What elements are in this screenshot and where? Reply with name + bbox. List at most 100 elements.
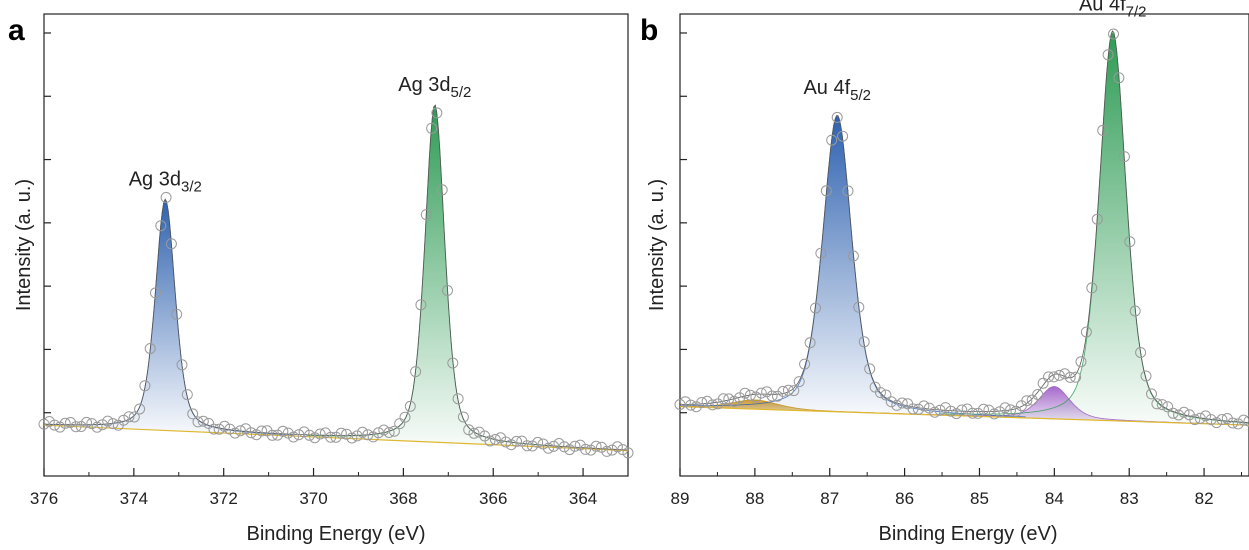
data-point bbox=[611, 441, 623, 453]
data-point bbox=[144, 343, 156, 354]
data-point bbox=[875, 387, 886, 399]
envelope-line bbox=[43, 104, 629, 451]
data-point bbox=[150, 287, 161, 299]
data-point bbox=[815, 247, 827, 259]
ticks-b: 89 88 87 86 85 84 83 82 bbox=[671, 32, 1243, 508]
x-axis-label-b: Binding Energy (eV) bbox=[879, 523, 1058, 545]
data-point bbox=[999, 402, 1011, 414]
data-point bbox=[1151, 398, 1163, 410]
data-point bbox=[1113, 72, 1125, 84]
data-point bbox=[388, 425, 400, 437]
data-point bbox=[842, 185, 854, 197]
data-point bbox=[1080, 326, 1092, 338]
peak-fill bbox=[306, 105, 564, 448]
peak-label-main: Au 4f bbox=[1079, 0, 1126, 16]
data-point bbox=[171, 308, 183, 320]
data-point bbox=[617, 444, 629, 456]
data-point bbox=[601, 445, 613, 457]
data-point bbox=[1178, 406, 1190, 418]
data-point bbox=[1102, 49, 1114, 61]
fit-lines-a bbox=[43, 104, 629, 452]
data-point bbox=[208, 423, 220, 435]
x-tick-label: 366 bbox=[479, 489, 507, 508]
data-point bbox=[298, 426, 310, 438]
data-point bbox=[489, 434, 501, 445]
data-point bbox=[107, 418, 119, 430]
data-point bbox=[304, 429, 315, 441]
data-point bbox=[457, 411, 469, 423]
data-point bbox=[701, 395, 713, 407]
x-tick-label: 89 bbox=[671, 489, 690, 508]
data-point bbox=[373, 427, 384, 439]
data-point bbox=[826, 134, 838, 146]
x-tick-label: 374 bbox=[120, 489, 148, 508]
data-point bbox=[696, 397, 708, 408]
data-point bbox=[234, 425, 246, 437]
y-axis-label-a: Intensity (a. u.) bbox=[13, 179, 35, 311]
peak-label-main: Ag 3d bbox=[398, 74, 450, 96]
data-point bbox=[685, 399, 697, 411]
peak-fill bbox=[680, 116, 1026, 418]
data-point bbox=[1026, 394, 1038, 406]
data-point bbox=[945, 405, 957, 417]
data-point bbox=[346, 432, 358, 444]
data-point bbox=[1097, 124, 1109, 136]
panel-a: a 376 374 372 370 368 366 364 Ag 3d3/2Ag 3d5/2… bbox=[8, 13, 634, 545]
data-point bbox=[410, 366, 422, 378]
data-point bbox=[739, 387, 751, 399]
data-point bbox=[1108, 28, 1119, 40]
data-point bbox=[542, 442, 554, 454]
data-point bbox=[1032, 389, 1044, 400]
data-point bbox=[755, 387, 767, 399]
data-point bbox=[804, 337, 816, 349]
data-point bbox=[1091, 213, 1103, 225]
data-point bbox=[1075, 356, 1087, 368]
data-point bbox=[1211, 417, 1222, 429]
data-point bbox=[907, 403, 919, 415]
data-point bbox=[219, 420, 230, 432]
peak-label-main: Ag 3d bbox=[129, 168, 181, 190]
data-point bbox=[139, 380, 151, 392]
peak-label: Au 4f5/2 bbox=[803, 77, 871, 104]
data-point bbox=[404, 400, 416, 412]
data-point bbox=[81, 416, 92, 428]
data-point bbox=[256, 425, 268, 437]
data-point bbox=[978, 403, 989, 415]
data-point bbox=[187, 408, 199, 420]
x-tick-label: 85 bbox=[970, 489, 989, 508]
data-point bbox=[70, 421, 82, 433]
data-point bbox=[1053, 369, 1065, 381]
data-point bbox=[782, 384, 794, 396]
data-point bbox=[918, 400, 930, 412]
data-point bbox=[1043, 371, 1054, 383]
data-point bbox=[553, 438, 565, 449]
data-point bbox=[325, 431, 337, 443]
data-point bbox=[1135, 347, 1147, 358]
data-point bbox=[155, 220, 167, 232]
peak-label-main: Au 4f bbox=[803, 77, 850, 99]
data-point bbox=[473, 426, 485, 438]
data-point bbox=[548, 440, 560, 452]
data-point bbox=[505, 439, 517, 451]
data-point bbox=[940, 402, 951, 414]
data-points-a bbox=[38, 107, 634, 459]
data-point bbox=[950, 408, 962, 420]
peak-labels-a: Ag 3d3/2Ag 3d5/2 bbox=[129, 74, 472, 196]
data-point bbox=[277, 425, 289, 437]
data-point bbox=[912, 403, 924, 415]
data-point bbox=[793, 376, 805, 388]
peak-labels-b: Au 4f5/2Au 4f7/2 bbox=[803, 0, 1146, 104]
data-point bbox=[983, 404, 995, 416]
data-point bbox=[934, 404, 946, 416]
peak-label-subscript: 7/2 bbox=[1126, 4, 1147, 21]
x-tick-label: 376 bbox=[30, 489, 58, 508]
data-point bbox=[123, 411, 135, 423]
peak-label-subscript: 5/2 bbox=[451, 84, 472, 101]
x-tick-label: 82 bbox=[1195, 489, 1214, 508]
data-point bbox=[788, 385, 800, 397]
data-point bbox=[213, 423, 225, 435]
data-point bbox=[335, 427, 347, 439]
data-point bbox=[799, 358, 811, 370]
data-point bbox=[442, 285, 453, 296]
